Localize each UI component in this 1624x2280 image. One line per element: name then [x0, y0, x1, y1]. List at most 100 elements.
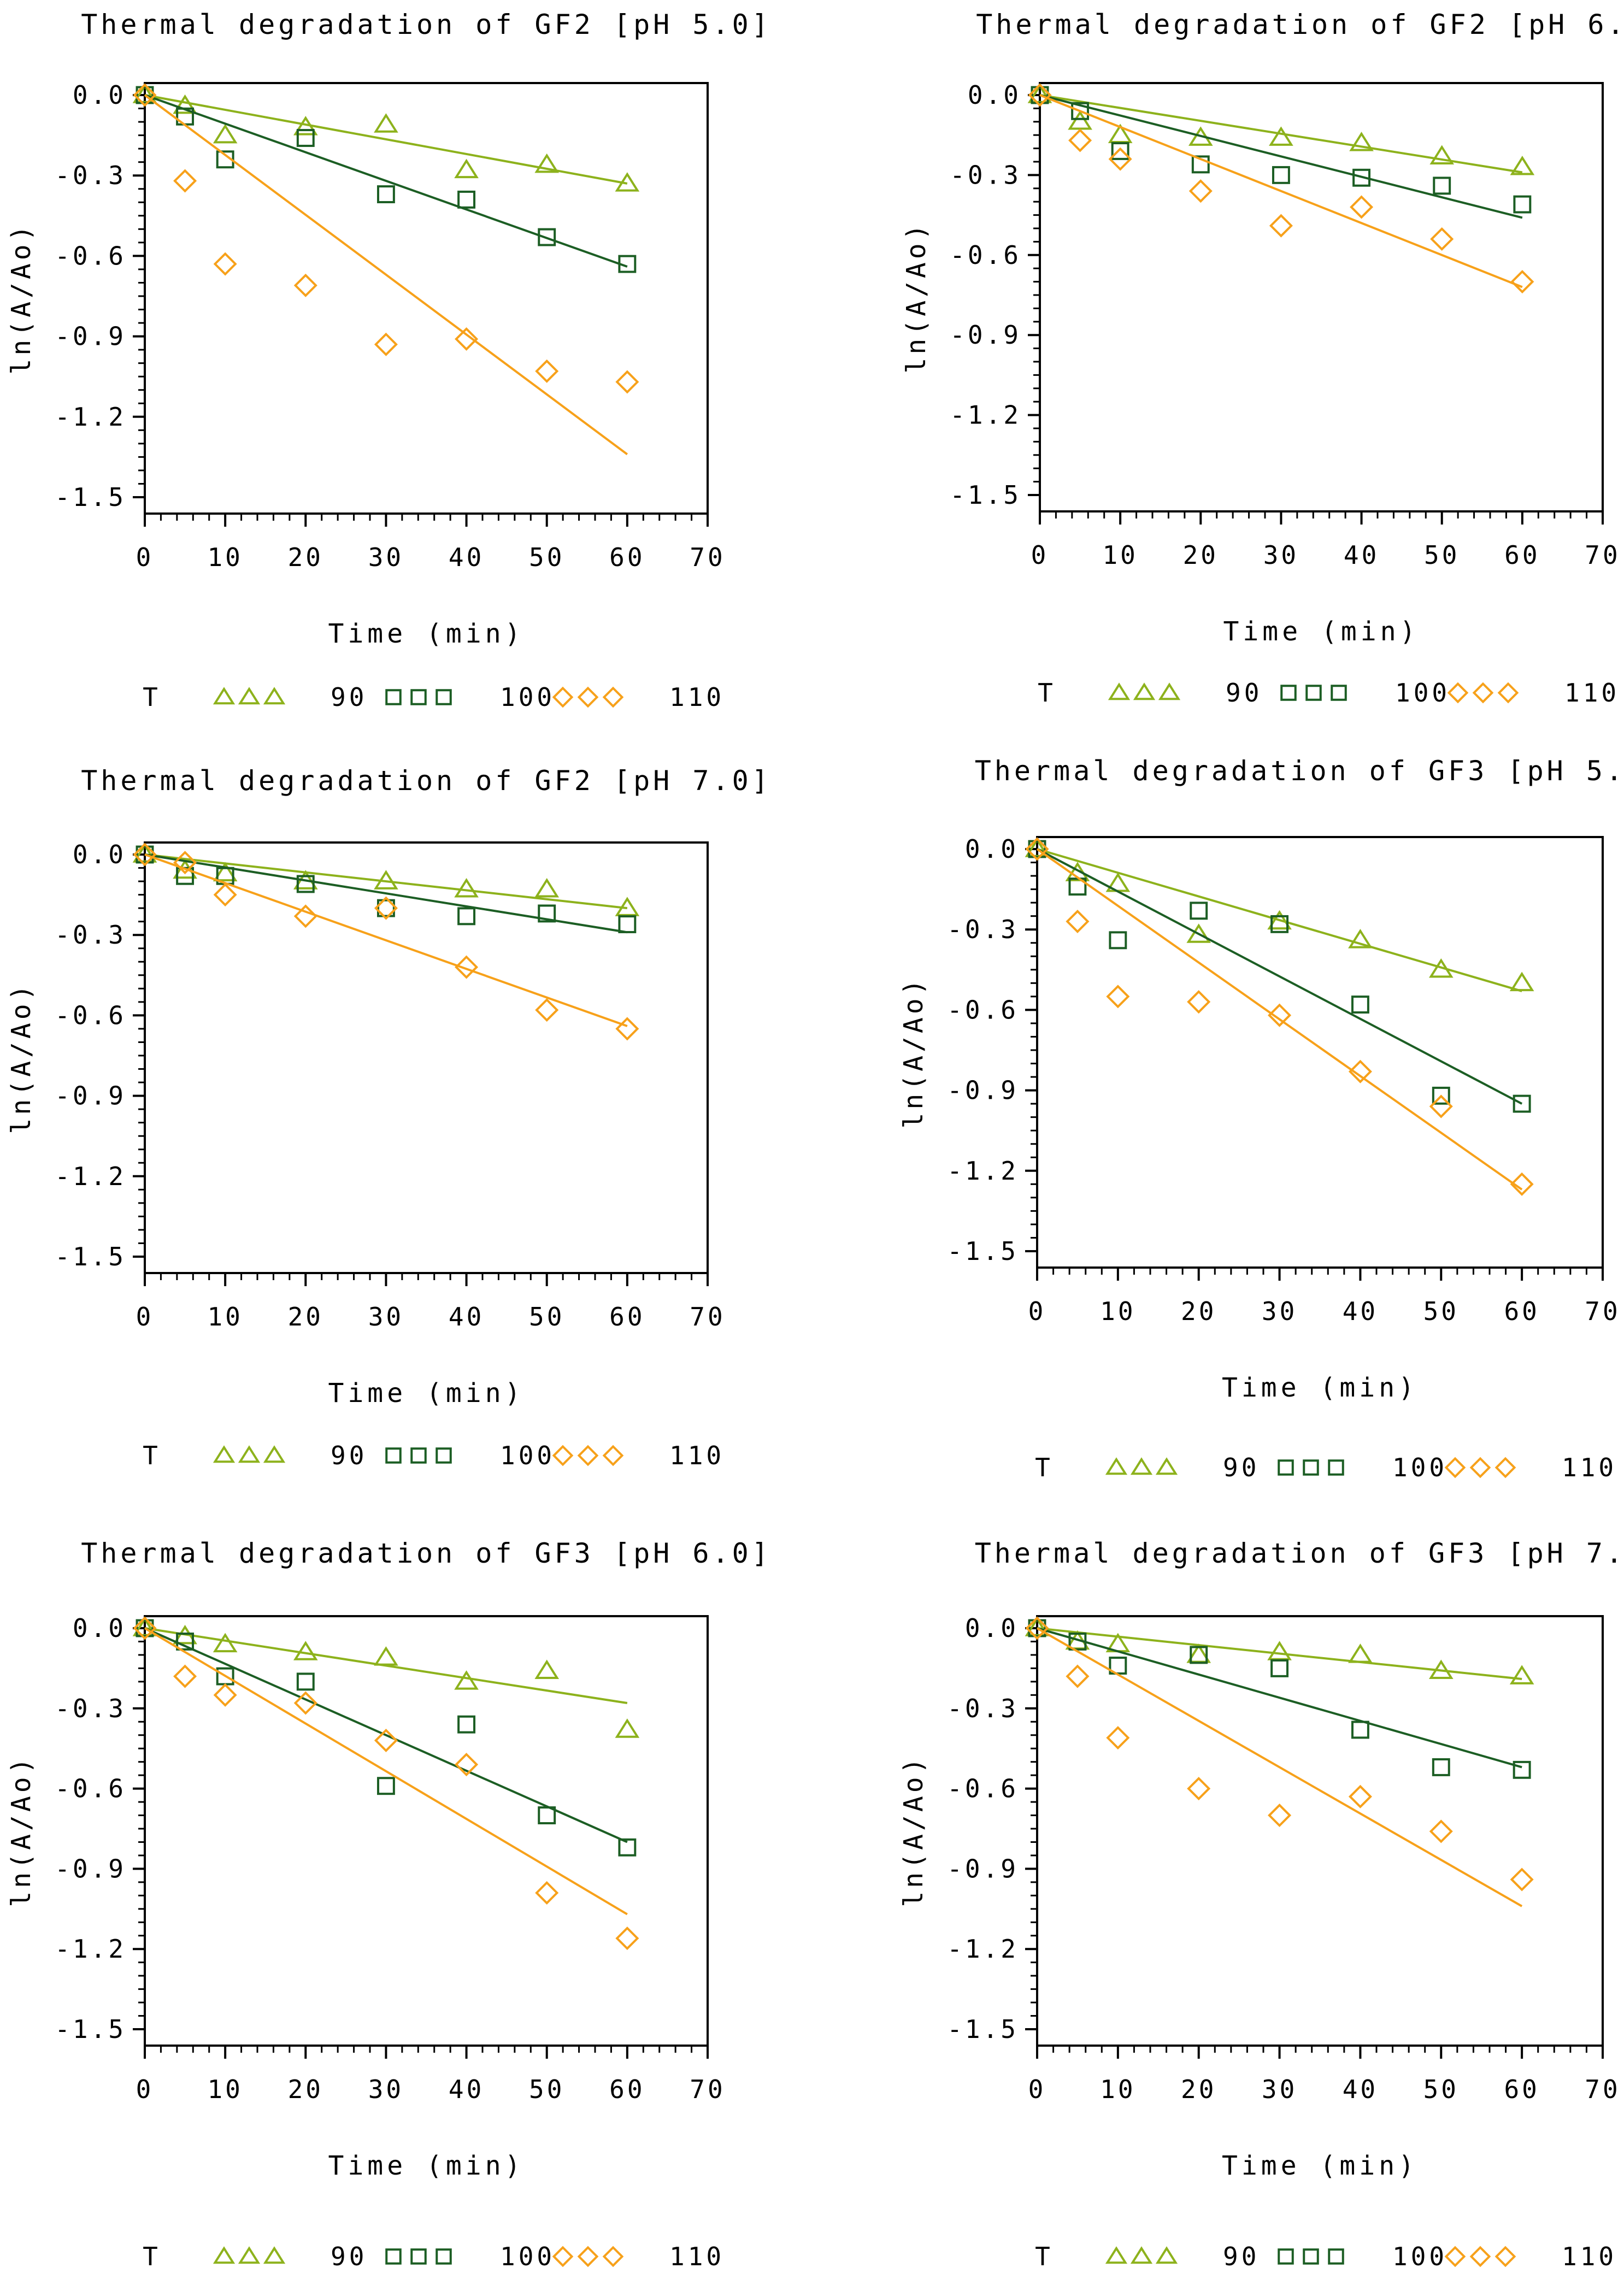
- data-point-100: [1031, 86, 1049, 104]
- y-tick-label: -1.2: [55, 402, 126, 432]
- data-point-100: [216, 150, 234, 169]
- data-point-110: [1066, 1664, 1090, 1688]
- x-tick-label: 60: [609, 2075, 645, 2104]
- legend-diamond-marker: [577, 686, 599, 708]
- legend-square-marker: [385, 689, 402, 705]
- data-point-100: [618, 915, 637, 934]
- y-tick-label: -0.6: [947, 1774, 1019, 1804]
- chart-title: Thermal degradation of GF3 [pH 7.0]: [975, 1537, 1624, 1569]
- x-axis-label: Time (min): [328, 618, 525, 649]
- data-point-100: [1111, 142, 1129, 160]
- data-point-90: [1349, 132, 1374, 151]
- y-tick-label: 0.0: [968, 80, 1021, 110]
- data-point-110: [615, 370, 639, 394]
- y-axis-label: ln(A/Ao): [898, 1754, 929, 1907]
- data-point-100: [136, 86, 154, 104]
- legend-square-marker: [1305, 685, 1322, 701]
- legend-label: 110: [1564, 678, 1620, 708]
- x-tick-label: 30: [1262, 1297, 1297, 1326]
- y-tick-label: -0.6: [55, 1000, 126, 1030]
- data-point-100: [1028, 840, 1046, 858]
- y-axis-label: ln(A/Ao): [6, 222, 37, 374]
- legend-square-marker: [410, 689, 427, 705]
- x-tick-label: 70: [1585, 1297, 1620, 1326]
- data-point-110: [374, 1728, 398, 1753]
- data-point-110: [1066, 909, 1090, 934]
- data-point-110: [535, 359, 559, 383]
- chart-panel-5: Thermal degradation of GF3 [pH 6.0] 0.0 -0…: [6, 1537, 768, 2271]
- legend-title: T: [143, 682, 158, 712]
- plot-frame: [1036, 1615, 1604, 2047]
- legend-square-marker: [1328, 2248, 1344, 2265]
- legend-square-marker: [1331, 685, 1347, 701]
- x-tick-label: 20: [1183, 540, 1219, 570]
- y-tick-label: -0.9: [950, 320, 1021, 350]
- chart-title: Thermal degradation of GF2 [pH 7.0]: [81, 765, 772, 797]
- legend-diamond-marker: [1444, 2246, 1466, 2267]
- data-point-90: [1267, 910, 1292, 930]
- y-tick-label: 0.0: [73, 80, 126, 110]
- y-tick-label: -0.9: [55, 1081, 126, 1111]
- y-tick-label: -0.6: [947, 995, 1019, 1024]
- x-tick-label: 40: [449, 1302, 484, 1332]
- data-point-100: [376, 185, 395, 203]
- legend-diamond-marker: [1494, 1457, 1516, 1478]
- data-point-100: [1513, 1094, 1531, 1113]
- legend-title: T: [143, 2242, 158, 2271]
- legend-title: T: [1035, 2242, 1050, 2271]
- data-point-110: [173, 169, 197, 193]
- legend-triangle-marker: [1133, 682, 1156, 700]
- legend-square-marker: [436, 689, 452, 705]
- data-point-100: [618, 1838, 637, 1857]
- legend-diamond-marker: [602, 2246, 624, 2267]
- legend-title: T: [1035, 1453, 1050, 1482]
- data-point-90: [1509, 971, 1534, 992]
- legend-square-marker: [1278, 1459, 1294, 1476]
- chart-panel-4: Thermal degradation of GF3 [pH 5.0] 0.0 -0…: [898, 755, 1624, 1482]
- legend-label: 100: [1392, 1453, 1448, 1482]
- data-point-100: [538, 1806, 556, 1824]
- data-point-100: [538, 904, 556, 923]
- data-point-110: [374, 896, 398, 920]
- x-tick-label: 20: [1181, 1297, 1216, 1326]
- x-tick-label: 70: [1585, 540, 1620, 570]
- data-point-110: [374, 332, 398, 356]
- x-tick-label: 50: [1423, 1297, 1459, 1326]
- data-point-110: [1108, 147, 1132, 171]
- data-point-110: [1510, 270, 1534, 294]
- y-tick-label: -1.5: [947, 2014, 1019, 2044]
- data-point-100: [1432, 1086, 1450, 1105]
- chart-panel-2: Thermal degradation of GF2 [pH 6.0] 0.0 -0…: [901, 9, 1624, 708]
- data-point-90: [293, 1641, 318, 1660]
- legend-triangle-marker: [238, 2246, 261, 2264]
- legend-diamond-marker: [577, 1445, 599, 1466]
- y-tick-label: -1.5: [950, 480, 1021, 510]
- data-point-110: [1106, 985, 1130, 1009]
- x-tick-label: 40: [449, 2075, 484, 2104]
- plot-frame: [1036, 836, 1604, 1269]
- data-point-110: [1028, 83, 1052, 107]
- y-tick-label: -0.9: [55, 1854, 126, 1883]
- fit-line-100: [1039, 94, 1523, 219]
- x-tick-label: 0: [1028, 1297, 1046, 1326]
- legend-diamond-marker: [602, 1445, 624, 1466]
- y-tick-label: -0.6: [55, 1774, 126, 1804]
- data-point-110: [455, 1753, 479, 1777]
- data-point-110: [133, 83, 157, 107]
- legend-triangle-marker: [263, 1445, 286, 1463]
- data-point-110: [293, 1691, 317, 1715]
- legend-label: 90: [1223, 2242, 1260, 2271]
- data-point-100: [1191, 155, 1210, 174]
- y-tick-label: -0.6: [950, 240, 1021, 270]
- legend-triangle-marker: [1130, 2246, 1153, 2264]
- x-tick-label: 30: [368, 2075, 404, 2104]
- data-point-100: [1351, 995, 1369, 1014]
- data-point-90: [1108, 123, 1133, 143]
- x-axis-label: Time (min): [328, 2151, 525, 2181]
- data-point-110: [173, 851, 197, 875]
- x-tick-label: 30: [1263, 540, 1299, 570]
- data-point-90: [1186, 923, 1211, 943]
- x-tick-label: 10: [1102, 540, 1138, 570]
- legend-diamond-marker: [577, 2246, 599, 2267]
- data-point-100: [1433, 176, 1451, 195]
